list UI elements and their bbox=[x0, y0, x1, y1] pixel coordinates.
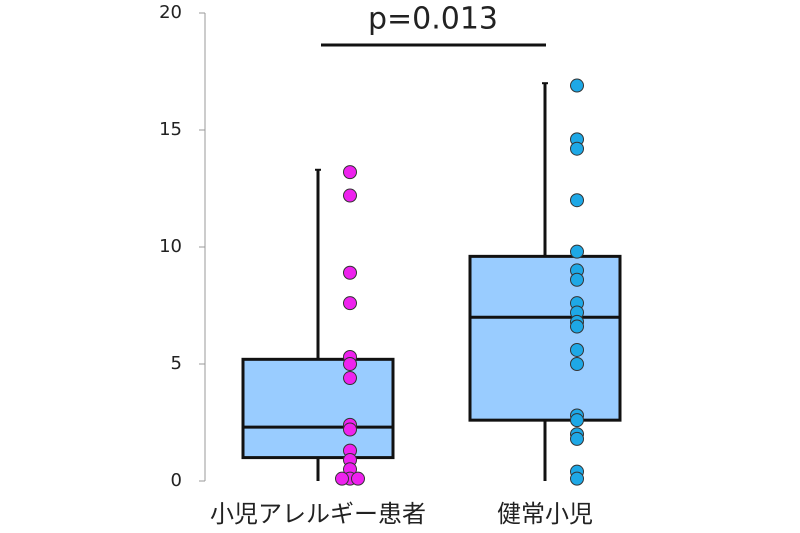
data-point bbox=[570, 413, 584, 428]
data-point bbox=[570, 471, 584, 486]
x-tick-label: 健常小児 bbox=[497, 500, 593, 528]
data-point bbox=[335, 471, 349, 486]
data-point bbox=[570, 244, 584, 259]
data-point bbox=[351, 471, 365, 486]
data-point bbox=[343, 165, 357, 180]
data-point bbox=[343, 357, 357, 371]
box bbox=[241, 357, 395, 460]
data-point bbox=[343, 188, 357, 203]
data-point bbox=[570, 193, 584, 208]
data-point bbox=[343, 296, 357, 311]
data-point bbox=[570, 78, 584, 93]
y-tick-label: 20 bbox=[159, 2, 182, 23]
data-point bbox=[570, 272, 584, 287]
data-point bbox=[570, 431, 584, 446]
y-tick-label: 15 bbox=[159, 119, 182, 140]
box bbox=[468, 254, 622, 422]
data-point bbox=[570, 357, 584, 371]
data-point bbox=[570, 319, 584, 334]
y-tick-label: 10 bbox=[159, 236, 182, 257]
x-tick-label: 小児アレルギー患者 bbox=[210, 500, 426, 528]
data-point bbox=[343, 422, 357, 437]
y-tick-label: 0 bbox=[171, 470, 182, 491]
data-point bbox=[570, 141, 584, 156]
y-tick-label: 5 bbox=[171, 353, 182, 374]
annotation: p=0.013 bbox=[368, 2, 498, 37]
data-point bbox=[343, 265, 357, 280]
data-point bbox=[343, 371, 357, 386]
data-point bbox=[570, 342, 584, 357]
